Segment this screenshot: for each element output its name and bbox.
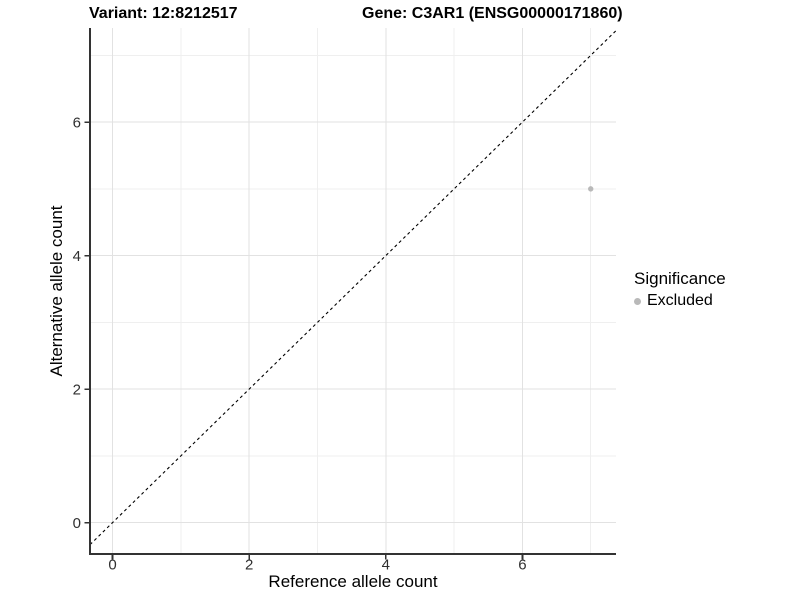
plot-title-variant: Variant: 12:8212517 [89,5,238,22]
identity-line [89,30,617,546]
legend-key-dot-icon [634,297,641,305]
legend: Significance Excluded [631,269,726,310]
y-tick-label-0: 0 [73,515,81,532]
legend-item-label: Excluded [647,292,713,309]
y-tick-label-4: 4 [73,248,81,265]
grid-major [90,28,616,554]
diagonal-dashed-line [89,30,617,546]
legend-title: Significance [634,269,726,288]
axis-lines [89,28,616,555]
tick-marks [84,121,524,560]
y-axis-title: Alternative allele count [47,205,66,377]
grid-minor [90,28,616,554]
y-tick-labels: 0 2 4 6 [73,114,81,532]
x-tick-label-2: 2 [245,557,253,574]
y-tick-label-2: 2 [73,381,81,398]
x-tick-label-6: 6 [518,557,526,574]
x-tick-label-0: 0 [108,557,116,574]
x-axis-title: Reference allele count [268,572,438,591]
legend-item-excluded: Excluded [631,292,726,310]
x-tick-labels: 0 2 4 6 [108,557,526,574]
plot-title-gene: Gene: C3AR1 (ENSG00000171860) [362,5,623,22]
x-tick-label-4: 4 [382,557,390,574]
y-tick-label-6: 6 [73,114,81,131]
data-point-excluded [588,186,594,192]
data-points [588,186,594,192]
